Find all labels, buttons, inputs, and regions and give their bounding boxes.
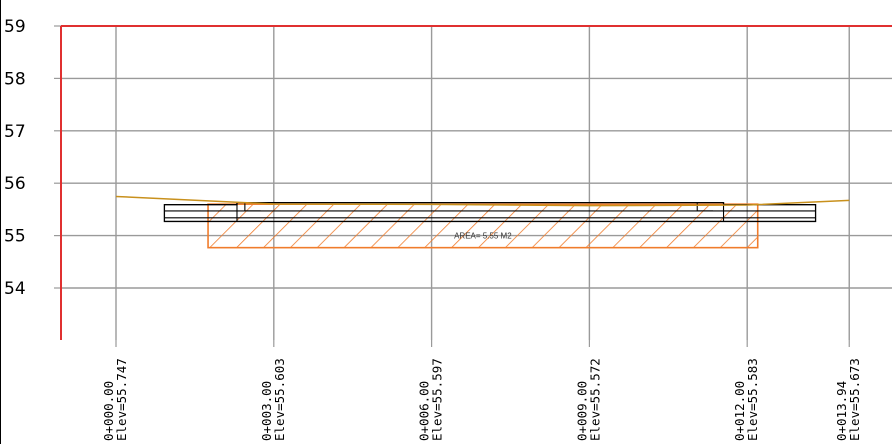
y-tick-labels: 54 55 56 57 58 59 [4, 17, 26, 299]
y-tick-label: 55 [4, 227, 26, 247]
elevation-label: Elev=55.583 [745, 358, 760, 441]
y-tick-label: 57 [4, 122, 26, 142]
station-label: 0+006.00 [417, 381, 432, 441]
area-label: AREA= 5.55 M2 [454, 232, 512, 241]
elevation-label: Elev=55.597 [430, 358, 445, 441]
curb-notch [244, 203, 261, 212]
ground-line [115, 195, 850, 207]
grid-lines [54, 25, 892, 347]
elevation-label: Elev=55.673 [847, 358, 862, 441]
y-tick-label: 58 [4, 69, 26, 89]
plot-axes [60, 25, 892, 340]
station-label: 0+009.00 [574, 381, 589, 441]
elevation-label: Elev=55.747 [114, 358, 129, 441]
y-tick-label: 56 [4, 174, 26, 194]
station-label: 0+013.94 [834, 381, 849, 441]
y-tick-label: 59 [4, 17, 26, 37]
y-tick-label: 54 [4, 279, 26, 299]
station-label: 0+003.00 [259, 381, 274, 441]
station-label: 0+012.00 [732, 381, 747, 441]
ground-profile [115, 195, 850, 207]
elevation-label: Elev=55.572 [587, 358, 602, 441]
elevation-label: Elev=55.603 [272, 358, 287, 441]
station-label: 0+000.00 [101, 381, 116, 441]
